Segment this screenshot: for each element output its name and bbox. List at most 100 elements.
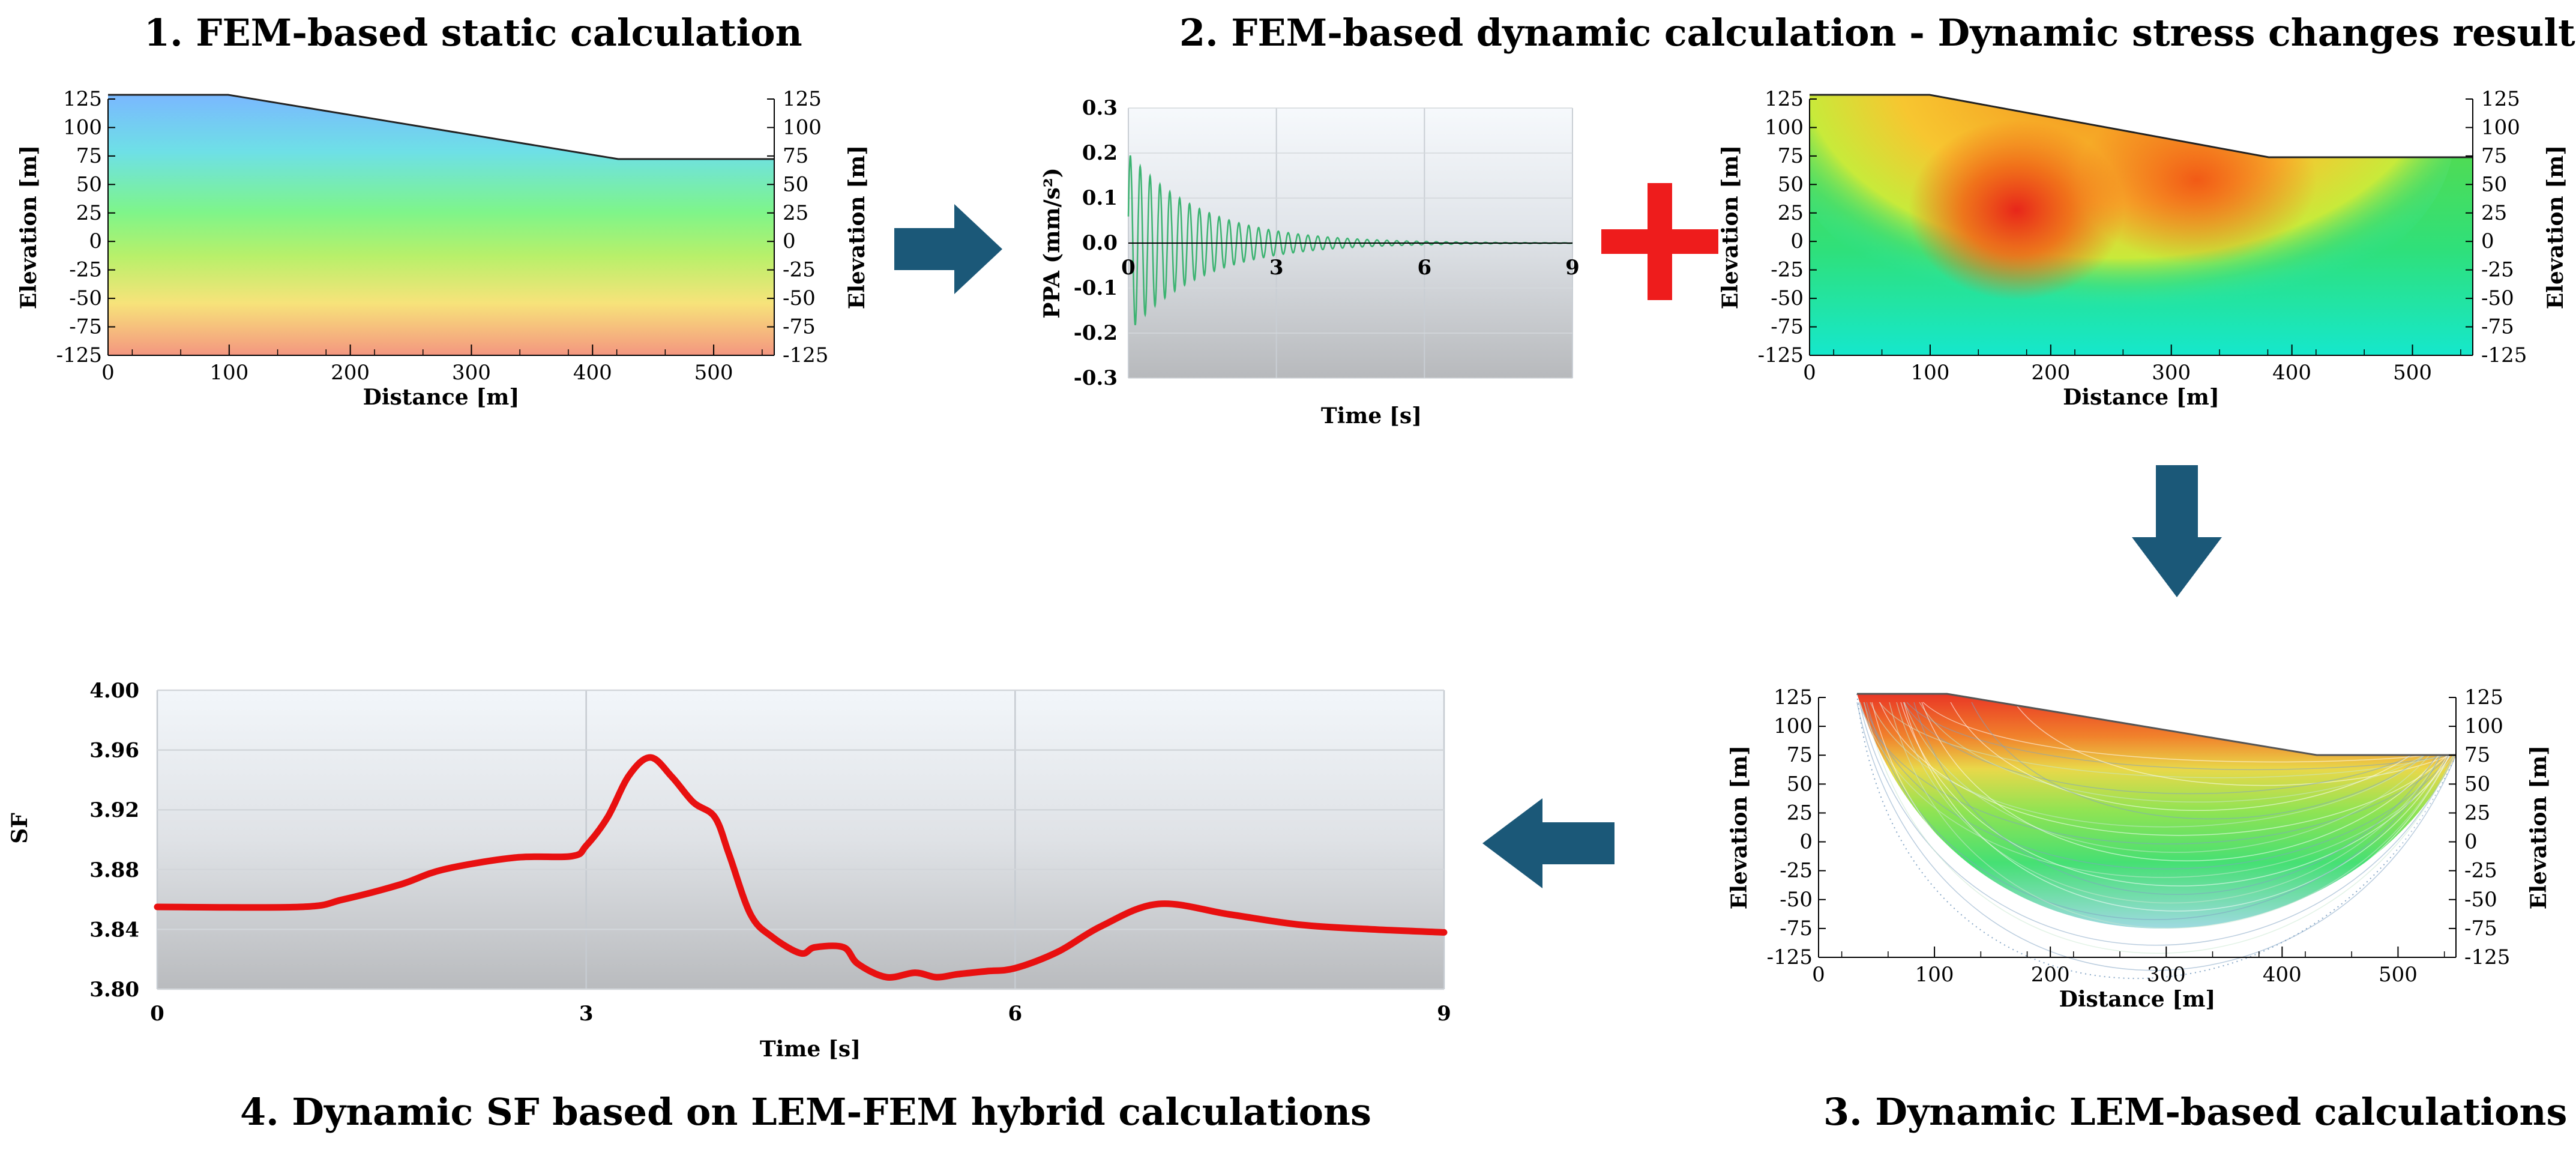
static-stress-field: [108, 95, 774, 355]
ppa-x-tick: 9: [1565, 256, 1580, 280]
stress-elev-tick-right: -50: [2481, 286, 2514, 310]
static-dist-tick: 0: [101, 361, 115, 385]
title-static-calc: 1. FEM-based static calculation: [144, 11, 802, 55]
stress-elev-tick-right: 50: [2481, 172, 2507, 196]
lem-dist-tick: 100: [1915, 963, 1954, 987]
static-elev-tick-right: 75: [783, 144, 808, 168]
stress-elev-tick-left: 100: [1765, 115, 1804, 139]
static-dist-tick: 500: [694, 361, 733, 385]
stress-elev-tick-left: -125: [1758, 343, 1804, 367]
lem-dist-tick: 0: [1812, 963, 1825, 987]
stress-elev-tick-right: -25: [2481, 258, 2514, 282]
sf-x-tick: 0: [150, 1002, 164, 1026]
stress-elev-tick-right: -75: [2481, 315, 2514, 339]
static-elev-tick-left: -25: [69, 258, 102, 282]
ppa-y-tick: 0.0: [1082, 231, 1118, 255]
stress-elev-tick-right: 75: [2481, 144, 2507, 168]
title-lem-calc: 3. Dynamic LEM-based calculations: [1823, 1090, 2567, 1134]
stress-dist-tick: 200: [2031, 361, 2070, 385]
lem-elev-tick-left: 50: [1787, 772, 1813, 796]
dynamic-sf-chart: 0 3 6 9 4.00 3.96 3.92 3.88 3.84 3.80 Time [s] SF: [0, 672, 1464, 1080]
static-elev-tick-left: -125: [56, 343, 102, 367]
lem-elev-tick-left: 100: [1774, 714, 1813, 738]
lem-elev-tick-left: 125: [1774, 685, 1813, 709]
static-elev-tick-left: 100: [63, 115, 102, 139]
arrow-left-icon: [1482, 798, 1615, 888]
static-elev-tick-left: 25: [76, 201, 102, 225]
lem-elev-tick-right: 75: [2464, 743, 2490, 767]
static-elev-tick-right: 125: [783, 87, 822, 111]
ppa-y-tick: 0.1: [1082, 186, 1118, 210]
lem-elev-tick-left: -125: [1767, 945, 1813, 969]
ppa-xlabel: Time [s]: [1321, 403, 1422, 429]
static-elev-tick-right: -50: [783, 286, 816, 310]
ppa-y-tick: -0.1: [1074, 276, 1118, 300]
sf-y-tick: 3.80: [89, 978, 139, 1002]
stress-elev-tick-left: -75: [1771, 315, 1804, 339]
stress-xlabel: Distance [m]: [2063, 385, 2219, 410]
lem-elev-tick-right: 25: [2464, 801, 2490, 825]
plus-icon: [1601, 183, 1718, 300]
static-elev-tick-left: 125: [63, 87, 102, 111]
ppa-y-tick: -0.3: [1074, 366, 1118, 390]
static-elev-tick-right: 25: [783, 201, 808, 225]
lem-elev-tick-right: -125: [2464, 945, 2510, 969]
sf-x-tick: 9: [1437, 1002, 1451, 1026]
ppa-ylabel: PPA (mm/s²): [1040, 167, 1065, 318]
lem-elev-tick-left: 75: [1787, 743, 1813, 767]
title-dynamic-calc: 2. FEM-based dynamic calculation - Dynam…: [1179, 11, 2575, 55]
title-dynamic-sf: 4. Dynamic SF based on LEM-FEM hybrid ca…: [240, 1090, 1371, 1134]
static-section-chart: 125 125100 10075 7550 5025 250 0-25 -25-50 -50-7…: [0, 60, 870, 432]
lem-elev-tick-right: -50: [2464, 888, 2497, 912]
lem-ylabel-right: Elevation [m]: [2526, 745, 2551, 909]
lem-elev-tick-right: 100: [2464, 714, 2503, 738]
stress-elev-tick-left: 50: [1778, 172, 1804, 196]
lem-elev-tick-right: 50: [2464, 772, 2490, 796]
lem-elev-tick-left: 0: [1799, 830, 1813, 854]
lem-elev-tick-right: -75: [2464, 917, 2497, 941]
stress-dist-tick: 300: [2152, 361, 2191, 385]
arrow-down-icon: [2132, 465, 2222, 597]
static-ylabel-right: Elevation [m]: [844, 145, 870, 309]
stress-ylabel-left: Elevation [m]: [1718, 145, 1743, 309]
lem-dist-tick: 400: [2263, 963, 2302, 987]
stress-elev-tick-left: -50: [1771, 286, 1804, 310]
sf-y-tick: 3.92: [89, 798, 139, 822]
lem-elev-tick-right: 125: [2464, 685, 2503, 709]
stress-elev-tick-left: 125: [1765, 87, 1804, 111]
lem-dist-tick: 500: [2379, 963, 2418, 987]
static-elev-tick-right: -75: [783, 315, 816, 339]
lem-xlabel: Distance [m]: [2059, 987, 2216, 1012]
stress-elev-tick-left: -25: [1771, 258, 1804, 282]
lem-slip-chart: 125 125 100 100 75 75 50 50 25 25 0 0 -25 -25 -50 -50 -7…: [1717, 678, 2576, 1026]
stress-elev-tick-right: 25: [2481, 201, 2507, 225]
ppa-x-tick: 6: [1417, 256, 1431, 280]
stress-elev-tick-right: 100: [2481, 115, 2520, 139]
static-elev-tick-left: 75: [76, 144, 102, 168]
stress-elev-tick-left: 25: [1778, 201, 1804, 225]
arrow-right-icon: [894, 204, 1002, 294]
stress-ylabel-right: Elevation [m]: [2543, 145, 2568, 309]
sf-xlabel: Time [s]: [760, 1037, 861, 1062]
stress-dist-tick: 400: [2272, 361, 2311, 385]
stress-elev-tick-left: 0: [1790, 229, 1804, 253]
static-xlabel: Distance [m]: [363, 385, 520, 410]
sf-ylabel: SF: [7, 813, 32, 844]
lem-dist-tick: 300: [2147, 963, 2186, 987]
static-elev-tick-left: 50: [76, 172, 102, 196]
lem-elev-tick-right: -25: [2464, 859, 2497, 883]
ppa-y-tick: 0.2: [1082, 141, 1118, 165]
stress-dist-tick: 0: [1803, 361, 1816, 385]
static-elev-tick-right: 50: [783, 172, 808, 196]
ppa-y-tick: 0.3: [1082, 96, 1118, 120]
lem-elev-tick-right: 0: [2464, 830, 2478, 854]
stress-elev-tick-right: 125: [2481, 87, 2520, 111]
sf-y-tick: 3.96: [89, 739, 139, 763]
static-dist-tick: 400: [573, 361, 612, 385]
dynamic-stress-chart: 125 125 100 100 75 75 50 50 25 25 0 0 -25 -25 -50 -50 -7…: [1729, 60, 2576, 432]
static-dist-tick: 200: [331, 361, 370, 385]
sf-x-tick: 6: [1008, 1002, 1022, 1026]
lem-elev-tick-left: -50: [1780, 888, 1813, 912]
sf-x-tick: 3: [579, 1002, 594, 1026]
ppa-y-tick: -0.2: [1074, 321, 1118, 345]
